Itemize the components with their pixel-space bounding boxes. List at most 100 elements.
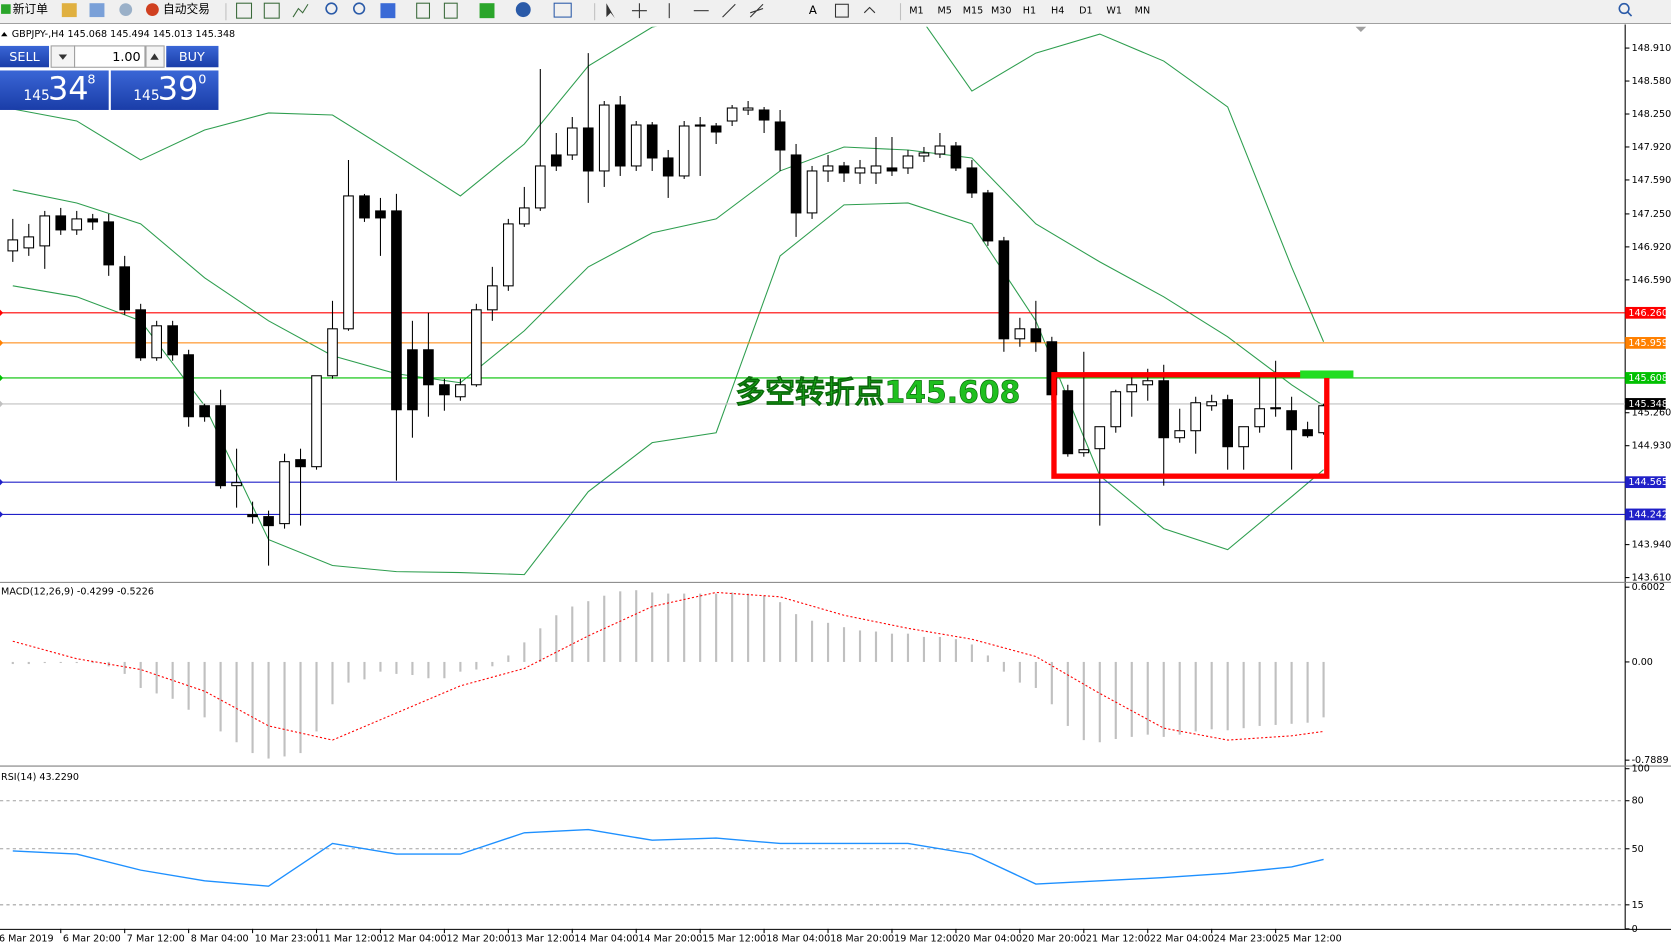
- timeframe-button[interactable]: M30: [991, 6, 1011, 17]
- range-box[interactable]: [1051, 372, 1330, 479]
- price-tick-label: 147.250: [1632, 209, 1671, 220]
- candle-body: [678, 125, 690, 177]
- macd-bar: [379, 661, 382, 672]
- macd-bar: [555, 615, 558, 662]
- candle-body: [630, 124, 642, 167]
- macd-bar: [91, 661, 94, 664]
- macd-pane: [11, 590, 1325, 759]
- toolbar-icon[interactable]: [119, 3, 133, 17]
- time-label: 11 Mar 12:00: [319, 933, 383, 944]
- arrows-icon[interactable]: [863, 6, 876, 14]
- breakout-marker[interactable]: [1300, 370, 1354, 378]
- macd-bar: [27, 661, 30, 665]
- macd-tick-label: -0.7889: [1632, 755, 1669, 766]
- time-label: 21 Mar 12:00: [1086, 933, 1150, 944]
- lots-value[interactable]: 1.00: [112, 50, 140, 65]
- level-label: 144.242: [1628, 509, 1668, 520]
- auto-trading-label[interactable]: 自动交易: [163, 2, 210, 16]
- buy-price-box[interactable]: [110, 70, 219, 110]
- macd-bar: [491, 661, 494, 667]
- toolbar-icon[interactable]: [61, 3, 77, 18]
- time-label: 6 Mar 20:00: [63, 933, 121, 944]
- candle-body: [1270, 407, 1281, 410]
- sell-label[interactable]: SELL: [9, 50, 40, 65]
- timeframe-button[interactable]: H1: [1023, 6, 1036, 17]
- macd-bar: [1290, 661, 1293, 724]
- cursor-icon[interactable]: [606, 3, 615, 19]
- macd-bar: [1162, 661, 1165, 737]
- macd-header: MACD(12,26,9) -0.4299 -0.5226: [1, 586, 154, 597]
- candle-body: [455, 384, 466, 398]
- new-order-button[interactable]: 新订单: [1, 2, 48, 16]
- candle-body: [966, 167, 978, 194]
- candle-body: [423, 349, 434, 386]
- trendline-icon[interactable]: [722, 3, 736, 18]
- annotation[interactable]: 多空转折点145.608: [735, 375, 1021, 411]
- candle-body: [55, 215, 67, 231]
- rsi-tick-label: 80: [1632, 796, 1644, 807]
- time-label: 13 Mar 12:00: [510, 933, 574, 944]
- text-tool-icon[interactable]: A: [809, 3, 817, 17]
- sell-price-box[interactable]: [0, 70, 109, 110]
- macd-bar: [459, 661, 462, 672]
- lots-input[interactable]: [74, 45, 146, 68]
- macd-bar: [523, 642, 526, 662]
- timeframe-button[interactable]: D1: [1079, 6, 1092, 17]
- buy-label[interactable]: BUY: [179, 50, 205, 65]
- toolbar-icon[interactable]: [380, 3, 396, 19]
- sell-button[interactable]: [0, 45, 50, 68]
- candle-body: [1190, 402, 1202, 432]
- timeframe-button[interactable]: M15: [963, 6, 983, 17]
- sell-price-pips[interactable]: 34: [48, 70, 89, 108]
- macd-bar: [1322, 661, 1325, 718]
- zoom-out-icon[interactable]: [353, 2, 366, 15]
- candle-body: [518, 207, 530, 225]
- level-label: 145.959: [1628, 338, 1668, 349]
- macd-bar: [970, 644, 973, 662]
- candle-body: [215, 405, 226, 487]
- candle-body: [487, 285, 498, 311]
- sell-price-big[interactable]: 145: [23, 88, 49, 104]
- auto-trading-button[interactable]: 自动交易: [145, 2, 210, 16]
- zoom-in-icon[interactable]: [325, 2, 338, 15]
- candle-body: [103, 221, 115, 266]
- buy-price-pips[interactable]: 39: [158, 70, 199, 108]
- indicators-icon[interactable]: [479, 3, 495, 19]
- candle-body: [407, 349, 418, 411]
- toolbar-icon[interactable]: [263, 2, 280, 19]
- search-icon[interactable]: [1618, 2, 1630, 15]
- sell-price-fraction[interactable]: 8: [87, 73, 95, 88]
- timeframe-button[interactable]: MN: [1135, 6, 1150, 17]
- rsi-tick-label: 50: [1632, 844, 1644, 855]
- channel-icon[interactable]: [749, 3, 764, 18]
- macd-bar: [1210, 661, 1213, 730]
- timeframe-button[interactable]: H4: [1051, 6, 1064, 17]
- toolbar-icon[interactable]: [416, 2, 431, 19]
- toolbar-icon[interactable]: [443, 2, 458, 19]
- toolbar-icon[interactable]: [292, 3, 309, 18]
- toolbar-icon[interactable]: [89, 3, 105, 18]
- timeframe-button[interactable]: M1: [909, 6, 923, 17]
- macd-bar: [1306, 661, 1309, 723]
- buy-price-big[interactable]: 145: [133, 88, 159, 104]
- macd-bar: [651, 592, 654, 662]
- buy-price-fraction[interactable]: 0: [198, 73, 206, 88]
- time-label: 8 Mar 04:00: [191, 933, 249, 944]
- timeframe-button[interactable]: M5: [938, 6, 952, 17]
- macd-bar: [507, 655, 510, 662]
- candle-body: [1110, 391, 1122, 428]
- crosshair-icon[interactable]: [631, 3, 647, 19]
- price-tick-label: 145.260: [1632, 408, 1671, 419]
- buy-button[interactable]: [166, 45, 219, 68]
- candle-body: [1062, 390, 1074, 455]
- candle-body: [23, 236, 35, 249]
- macd-bar: [858, 630, 862, 662]
- label-tool-icon[interactable]: [834, 3, 849, 18]
- periods-icon[interactable]: [515, 2, 531, 18]
- macd-bar: [267, 661, 270, 759]
- timeframe-button[interactable]: W1: [1106, 6, 1122, 17]
- macd-bar: [187, 661, 190, 710]
- new-order-label[interactable]: 新订单: [13, 2, 48, 16]
- toolbar-icon[interactable]: [236, 2, 253, 19]
- templates-icon[interactable]: [553, 2, 572, 18]
